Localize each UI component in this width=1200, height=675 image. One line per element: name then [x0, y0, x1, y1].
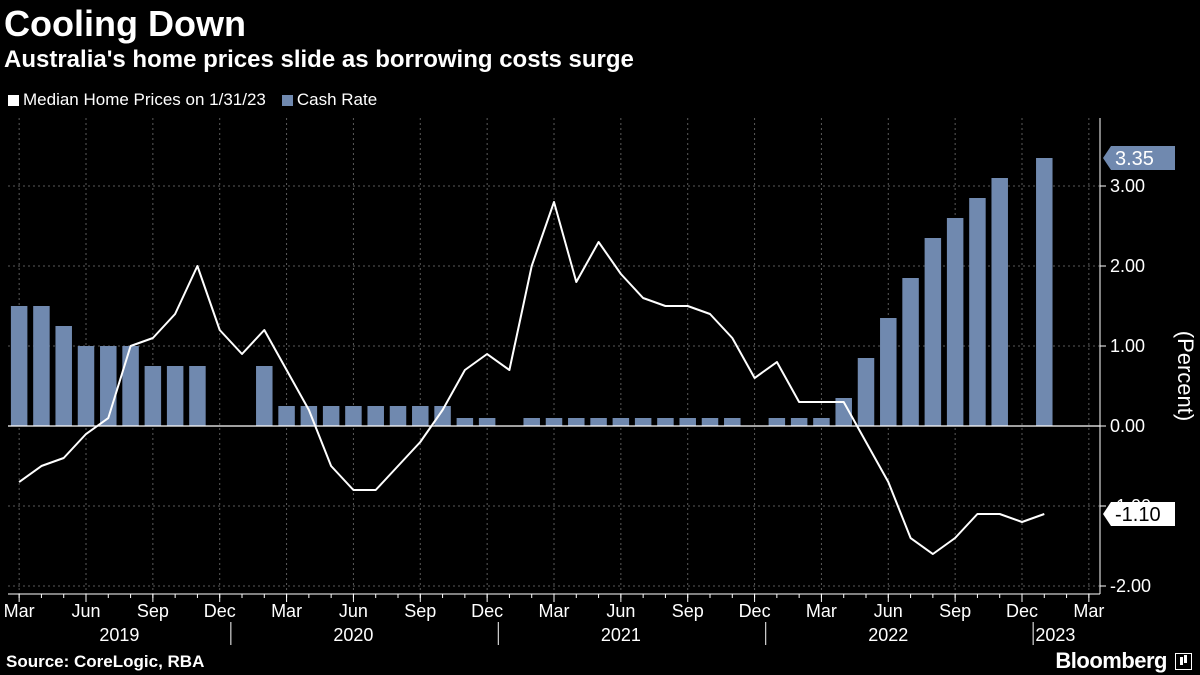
x-tick-label: Mar: [4, 601, 35, 621]
x-tick-label: Sep: [404, 601, 436, 621]
cash-rate-bar: [122, 346, 139, 426]
cash-rate-bar: [166, 366, 184, 426]
cash-rate-bar: [813, 418, 830, 426]
cash-rate-bar: [790, 418, 808, 426]
cash-rate-bar: [545, 418, 563, 426]
x-tick-label: Dec: [471, 601, 503, 621]
cash-rate-bar: [456, 418, 474, 426]
cash-rate-bar: [434, 406, 451, 426]
cash-rate-bar: [701, 418, 719, 426]
value-callout-label: -1.10: [1115, 504, 1161, 526]
x-year-label: 2023: [1035, 625, 1075, 645]
x-tick-label: Dec: [204, 601, 236, 621]
cash-rate-bar: [1036, 158, 1053, 426]
legend-swatch-home-prices: [8, 94, 19, 106]
cash-rate-bar: [345, 406, 362, 426]
cash-rate-bar: [590, 418, 607, 426]
x-year-label: 2021: [601, 625, 641, 645]
cash-rate-bar: [679, 418, 696, 426]
value-callout-label: 3.35: [1115, 148, 1154, 170]
cash-rate-bar: [768, 418, 786, 426]
cash-rate-bar: [634, 418, 652, 426]
home-prices-line: [18, 201, 1045, 555]
cash-rate-bar: [568, 418, 585, 426]
cash-rate-bar: [857, 358, 875, 426]
cash-rate-bar: [880, 318, 897, 426]
y-axis-title: (Percent): [1173, 331, 1198, 421]
x-tick-label: Mar: [1073, 601, 1104, 621]
cash-rate-bar: [189, 366, 206, 426]
x-year-label: 2022: [868, 625, 908, 645]
chart-title: Cooling Down: [4, 3, 246, 44]
x-tick-label: Jun: [606, 601, 635, 621]
brand-name: Bloomberg: [1055, 648, 1167, 673]
legend: Median Home Prices on 1/31/23 Cash Rate: [8, 90, 393, 110]
cash-rate-bar: [144, 366, 162, 426]
cash-rate-bar: [902, 278, 919, 426]
cash-rate-bar: [612, 418, 630, 426]
x-tick-label: Jun: [71, 601, 100, 621]
cash-rate-bar: [969, 198, 986, 426]
cash-rate-bar: [835, 398, 852, 426]
cash-rate-bar: [55, 326, 72, 426]
x-tick-label: Sep: [939, 601, 971, 621]
y-tick-label: 1.00: [1110, 336, 1145, 356]
legend-label-home-prices: Median Home Prices on 1/31/23: [23, 90, 266, 109]
y-tick-label: 0.00: [1110, 416, 1145, 436]
cash-rate-bar: [389, 406, 407, 426]
cash-rate-bar: [523, 418, 540, 426]
cash-rate-bar: [478, 418, 496, 426]
cash-rate-bar: [322, 406, 340, 426]
brand-logo: Bloomberg: [1055, 648, 1192, 674]
cash-rate-bar: [100, 346, 117, 426]
cash-rate-bar: [946, 218, 964, 426]
cash-rate-bar: [77, 346, 95, 426]
legend-swatch-cash-rate: [281, 94, 293, 106]
cash-rate-bar: [412, 406, 429, 426]
x-year-label: 2020: [333, 625, 373, 645]
y-tick-label: 2.00: [1110, 256, 1145, 276]
terminal-icon: [1175, 652, 1192, 670]
x-tick-label: Mar: [806, 601, 837, 621]
legend-label-cash-rate: Cash Rate: [296, 90, 378, 109]
cash-rate-bar: [924, 238, 942, 426]
chart-subtitle: Australia's home prices slide as borrowi…: [4, 46, 634, 73]
x-tick-label: Sep: [137, 601, 169, 621]
x-year-label: 2019: [99, 625, 139, 645]
x-tick-label: Mar: [539, 601, 570, 621]
cash-rate-bar: [256, 366, 273, 426]
x-tick-label: Jun: [339, 601, 368, 621]
x-tick-label: Dec: [739, 601, 771, 621]
legend-item-cash-rate: Cash Rate: [281, 90, 378, 110]
x-tick-label: Sep: [672, 601, 704, 621]
x-tick-label: Mar: [271, 601, 302, 621]
y-tick-label: -2.00: [1110, 576, 1151, 596]
cash-rate-bar: [657, 418, 674, 426]
cash-rate-bar: [991, 178, 1008, 426]
cash-rate-bar: [10, 306, 28, 426]
x-tick-label: Dec: [1006, 601, 1038, 621]
cash-rate-bar: [33, 306, 50, 426]
cash-rate-bar: [724, 418, 741, 426]
source-note: Source: CoreLogic, RBA: [6, 652, 205, 671]
legend-item-home-prices: Median Home Prices on 1/31/23: [8, 90, 266, 110]
cash-rate-bar: [278, 406, 295, 426]
x-tick-label: Jun: [874, 601, 903, 621]
y-tick-label: 3.00: [1110, 176, 1145, 196]
value-callout-badge: [1103, 502, 1175, 526]
cash-rate-bar: [367, 406, 384, 426]
value-callout-badge: [1103, 146, 1175, 170]
